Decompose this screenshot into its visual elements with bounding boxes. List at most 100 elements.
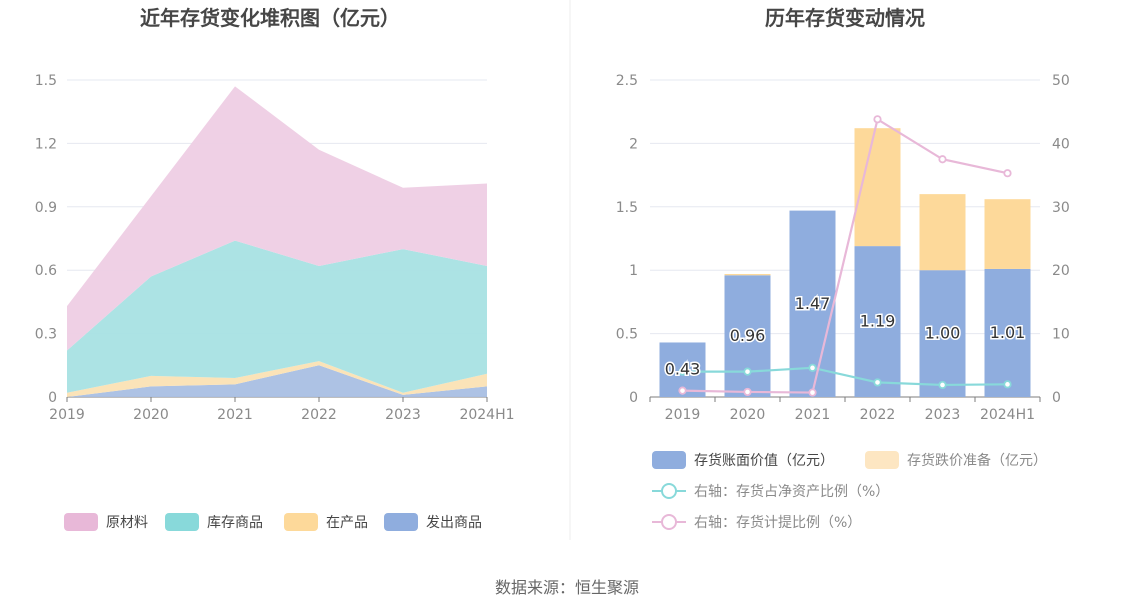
bar-impairment — [724, 274, 771, 276]
legend-label: 右轴：存货占净资产比例（%） — [694, 483, 889, 500]
x-tick-label: 2021 — [217, 407, 253, 423]
right-bar-labels: 0.43 0.96 1.47 1.19 1.00 1.01 — [663, 292, 1027, 380]
left-x-ticks: 2019 2020 2021 2022 2023 2024H1 — [49, 397, 515, 423]
x-tick-label: 2022 — [301, 407, 337, 423]
y-tick-label: 0.9 — [35, 200, 57, 216]
legend-item[interactable]: 库存商品 — [165, 513, 263, 531]
right-legend[interactable]: 存货账面价值（亿元） 存货跌价准备（亿元） 右轴：存货占净资产比例（%） 右轴：存货计… — [652, 451, 1047, 531]
line-point — [1003, 169, 1012, 178]
x-tick-label: 2021 — [795, 407, 831, 423]
legend-label: 发出商品 — [426, 515, 482, 531]
legend-swatch — [865, 451, 899, 469]
right-grid — [650, 79, 1040, 398]
x-tick-label: 2020 — [133, 407, 169, 423]
legend-item[interactable]: 存货账面价值（亿元） — [652, 451, 834, 469]
line-series — [682, 366, 1008, 387]
x-tick-label: 2024H1 — [459, 407, 514, 423]
legend-swatch — [64, 513, 98, 531]
x-tick-label: 2024H1 — [980, 407, 1035, 423]
legend-swatch — [165, 513, 199, 531]
area-series — [67, 86, 487, 351]
bar-value-label: 1.47 — [795, 294, 831, 313]
line-point — [938, 155, 947, 164]
left-areas — [67, 86, 487, 397]
y2-tick-label: 0 — [1052, 390, 1061, 406]
line-point — [743, 387, 752, 397]
y-tick-label: 2 — [629, 136, 638, 152]
y-tick-label: 0.5 — [616, 327, 638, 343]
bar-value-label: 1.01 — [990, 323, 1026, 342]
legend-label: 存货账面价值（亿元） — [694, 452, 834, 469]
legend-marker — [661, 483, 677, 499]
left-chart-title: 近年存货变化堆积图（亿元） — [140, 6, 400, 30]
y-tick-label: 1.5 — [35, 73, 57, 89]
bar-value-label: 1.00 — [925, 324, 961, 343]
line-point — [938, 380, 947, 390]
legend-item[interactable]: 发出商品 — [384, 513, 482, 531]
legend-item[interactable]: 右轴：存货占净资产比例（%） — [652, 483, 889, 500]
x-tick-label: 2019 — [49, 407, 85, 423]
line-point — [678, 386, 687, 395]
y-tick-label: 0 — [48, 390, 57, 406]
line-point — [808, 363, 817, 372]
bar-book-value — [984, 268, 1031, 397]
bar-book-value — [919, 270, 966, 397]
left-legend[interactable]: 原材料 库存商品 在产品 发出商品 — [64, 513, 482, 531]
line-series — [682, 117, 1008, 394]
x-tick-label: 2022 — [860, 407, 896, 423]
line-point — [873, 115, 882, 124]
bar-impairment — [984, 199, 1031, 269]
legend-marker — [661, 514, 677, 530]
legend-label: 存货跌价准备（亿元） — [907, 452, 1047, 469]
area-series — [67, 240, 487, 393]
line-point — [873, 378, 882, 387]
bar-value-label: 0.43 — [665, 359, 701, 378]
y2-tick-label: 10 — [1052, 327, 1070, 343]
right-y-ticks: 0 0.5 1 1.5 2 2.5 — [616, 73, 638, 406]
right-chart-title: 历年存货变动情况 — [765, 6, 925, 30]
y-tick-label: 0.3 — [35, 327, 57, 343]
y-tick-label: 1 — [629, 263, 638, 279]
legend-item[interactable]: 右轴：存货计提比例（%） — [652, 514, 861, 531]
inventory-stack-chart: 近年存货变化堆积图（亿元） 00.30.60.91.21.5 2019 2020 2… — [35, 6, 515, 531]
y-tick-label: 0 — [629, 390, 638, 406]
bar-value-label: 1.19 — [860, 312, 896, 331]
x-tick-label: 2023 — [385, 407, 421, 423]
line-point — [1003, 380, 1012, 389]
y-tick-label: 0.6 — [35, 263, 57, 279]
line-point — [743, 367, 752, 376]
y2-tick-label: 30 — [1052, 200, 1070, 216]
y-tick-label: 1.5 — [616, 200, 638, 216]
y2-tick-label: 20 — [1052, 263, 1070, 279]
right-lines — [678, 115, 1012, 397]
legend-swatch — [284, 513, 318, 531]
legend-swatch — [384, 513, 418, 531]
data-source-note: 数据来源：恒生聚源 — [494, 578, 639, 597]
legend-item[interactable]: 在产品 — [284, 513, 368, 531]
y-tick-label: 2.5 — [616, 73, 638, 89]
right-y2-ticks: 0 10 20 30 40 50 — [1052, 73, 1070, 406]
legend-label: 原材料 — [106, 515, 148, 531]
left-y-ticks: 0 0.3 0.6 0.9 1.2 1.5 — [35, 73, 57, 406]
bar-value-label: 0.96 — [730, 326, 766, 345]
bar-book-value — [724, 275, 771, 397]
legend-label: 在产品 — [326, 515, 368, 531]
legend-label: 右轴：存货计提比例（%） — [694, 514, 861, 531]
legend-item[interactable]: 原材料 — [64, 513, 148, 531]
x-tick-label: 2019 — [665, 407, 701, 423]
line-point — [808, 388, 817, 397]
y2-tick-label: 40 — [1052, 136, 1070, 152]
y-tick-label: 1.2 — [35, 136, 57, 152]
legend-swatch — [652, 451, 686, 469]
right-x-ticks: 2019 2020 2021 2022 2023 2024H1 — [649, 397, 1041, 423]
y2-tick-label: 50 — [1052, 73, 1070, 89]
area-series — [67, 365, 487, 397]
line-point — [678, 367, 687, 376]
inventory-change-chart: 历年存货变动情况 0.43 0.96 1.47 1.19 1.00 1.01 0 0.5 1 1… — [616, 6, 1070, 531]
legend-item[interactable]: 存货跌价准备（亿元） — [865, 451, 1047, 469]
legend-label: 库存商品 — [207, 515, 263, 531]
right-bars — [659, 128, 1031, 397]
bar-book-value — [854, 246, 901, 397]
area-series — [67, 361, 487, 397]
